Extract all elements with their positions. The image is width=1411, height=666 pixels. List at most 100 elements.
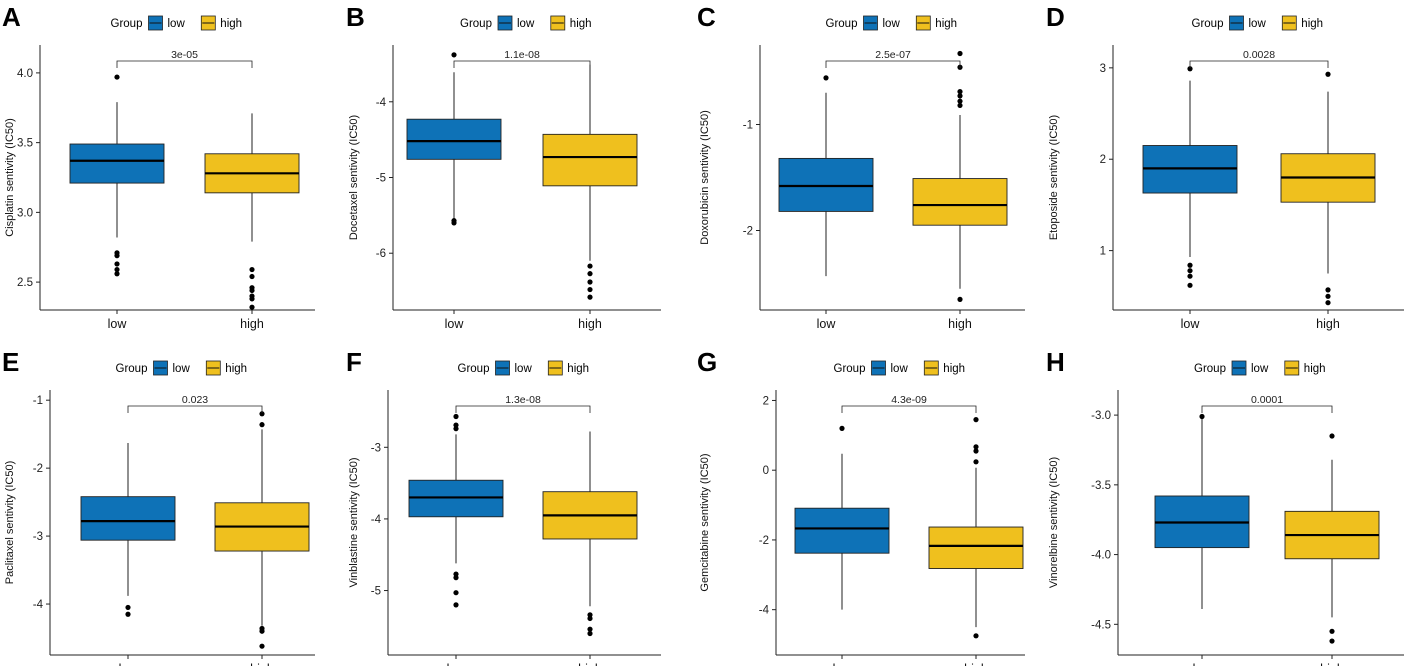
outlier-point [587,626,593,632]
outlier-point [957,296,963,302]
x-tick-label-low: low [108,317,128,331]
y-tick-label: -1 [743,120,753,132]
outlier-point [1187,273,1193,279]
outlier-point [453,422,459,428]
significance-bracket [825,60,961,68]
outlier-point [587,286,593,293]
outlier-point [1329,628,1335,634]
y-axis-title: Paclitaxel sentivity (IC50) [4,461,16,585]
outlier-point [453,413,459,420]
p-value-label: 1.3e-08 [505,394,541,406]
y-tick-label: 0 [763,465,769,477]
significance-bracket [1189,60,1329,68]
outlier-point [453,590,459,596]
outlier-point [587,612,593,618]
legend-title: Group [111,18,143,30]
outlier-point [114,74,120,80]
legend-label-low: low [891,363,909,375]
significance-bracket [453,60,591,68]
y-tick-label: 2.5 [17,277,33,289]
significance-bracket [1201,405,1333,413]
box-low [80,443,176,617]
outlier-point [587,263,593,269]
panel-f: F Group low high -5 -4 -3 Vinblastine sentivity… [346,347,661,666]
panel-letter: F [346,347,362,377]
y-axis-title: Gemcitabine sentivity (IC50) [699,453,711,591]
outlier-point [957,102,963,109]
outlier-point [1187,262,1193,268]
y-tick-label: -4 [759,605,770,617]
box-high [912,50,1008,302]
outlier-point [1199,413,1205,420]
legend-label-high: high [225,363,247,375]
outlier-point [259,411,265,417]
legend-label-low: low [1251,363,1269,375]
y-axis-title: Vinorelbine sentivity (IC50) [1048,457,1060,588]
outlier-point [1325,300,1331,306]
outlier-point [1325,71,1331,77]
panel-letter: B [346,2,365,32]
box-high [214,411,310,649]
box-high [204,113,300,310]
y-axis-title: Etoposide sentivity (IC50) [1048,115,1060,240]
box-low [778,75,874,277]
legend-label-high: high [567,363,589,375]
box-iqr [69,143,165,184]
legend-title: Group [458,363,490,375]
box-low [1142,66,1238,288]
panel-d: D Group low high 1 2 3 Etoposide sentivity (IC5… [1046,2,1404,331]
y-tick-label: -5 [376,173,386,185]
legend-label-low: low [517,18,535,30]
box-high [542,64,638,300]
p-value-label: 2.5e-07 [875,49,911,61]
x-tick-label-high: high [578,662,602,666]
outlier-point [259,643,265,649]
box-low [69,74,165,277]
outlier-point [973,633,979,639]
x-tick-label-low: low [1193,662,1213,666]
y-tick-label: 1 [1100,246,1106,258]
significance-bracket [116,60,253,68]
y-tick-label: -4.0 [1091,550,1111,562]
p-value-label: 4.3e-09 [891,394,927,406]
y-tick-label: -2 [743,226,753,238]
x-tick-label-high: high [240,317,264,331]
y-tick-label: -4 [376,97,387,109]
y-tick-label: -3 [371,442,381,454]
outlier-point [1325,287,1331,293]
outlier-point [1187,66,1193,72]
legend-label-low: low [883,18,901,30]
y-tick-label: -2 [759,535,769,547]
legend-title: Group [834,363,866,375]
x-tick-label-low: low [817,317,837,331]
y-tick-label: -4 [371,514,382,526]
y-tick-label: 4.0 [17,68,33,80]
y-tick-label: -4 [33,599,44,611]
x-tick-label-low: low [119,662,139,666]
outlier-point [957,89,963,95]
outlier-point [973,448,979,454]
y-tick-label: -6 [376,248,386,260]
legend-label-high: high [935,18,957,30]
legend-label-high: high [1304,363,1326,375]
outlier-point [453,571,459,577]
outlier-point [249,304,255,310]
legend-label-low: low [168,18,186,30]
legend-label-high: high [570,18,592,30]
significance-bracket [127,405,263,413]
panel-letter: D [1046,2,1065,32]
y-tick-label: -1 [33,395,43,407]
panel-letter: E [2,347,19,377]
outlier-point [451,220,457,226]
outlier-point [957,93,963,99]
outlier-point [114,271,120,277]
outlier-point [1325,293,1331,299]
outlier-point [587,294,593,300]
outlier-point [453,575,459,581]
outlier-point [587,271,593,277]
y-tick-label: -4.5 [1091,619,1111,631]
panel-letter: G [697,347,717,377]
x-tick-label-high: high [964,662,988,666]
box-iqr [80,496,176,541]
x-tick-label-high: high [250,662,274,666]
